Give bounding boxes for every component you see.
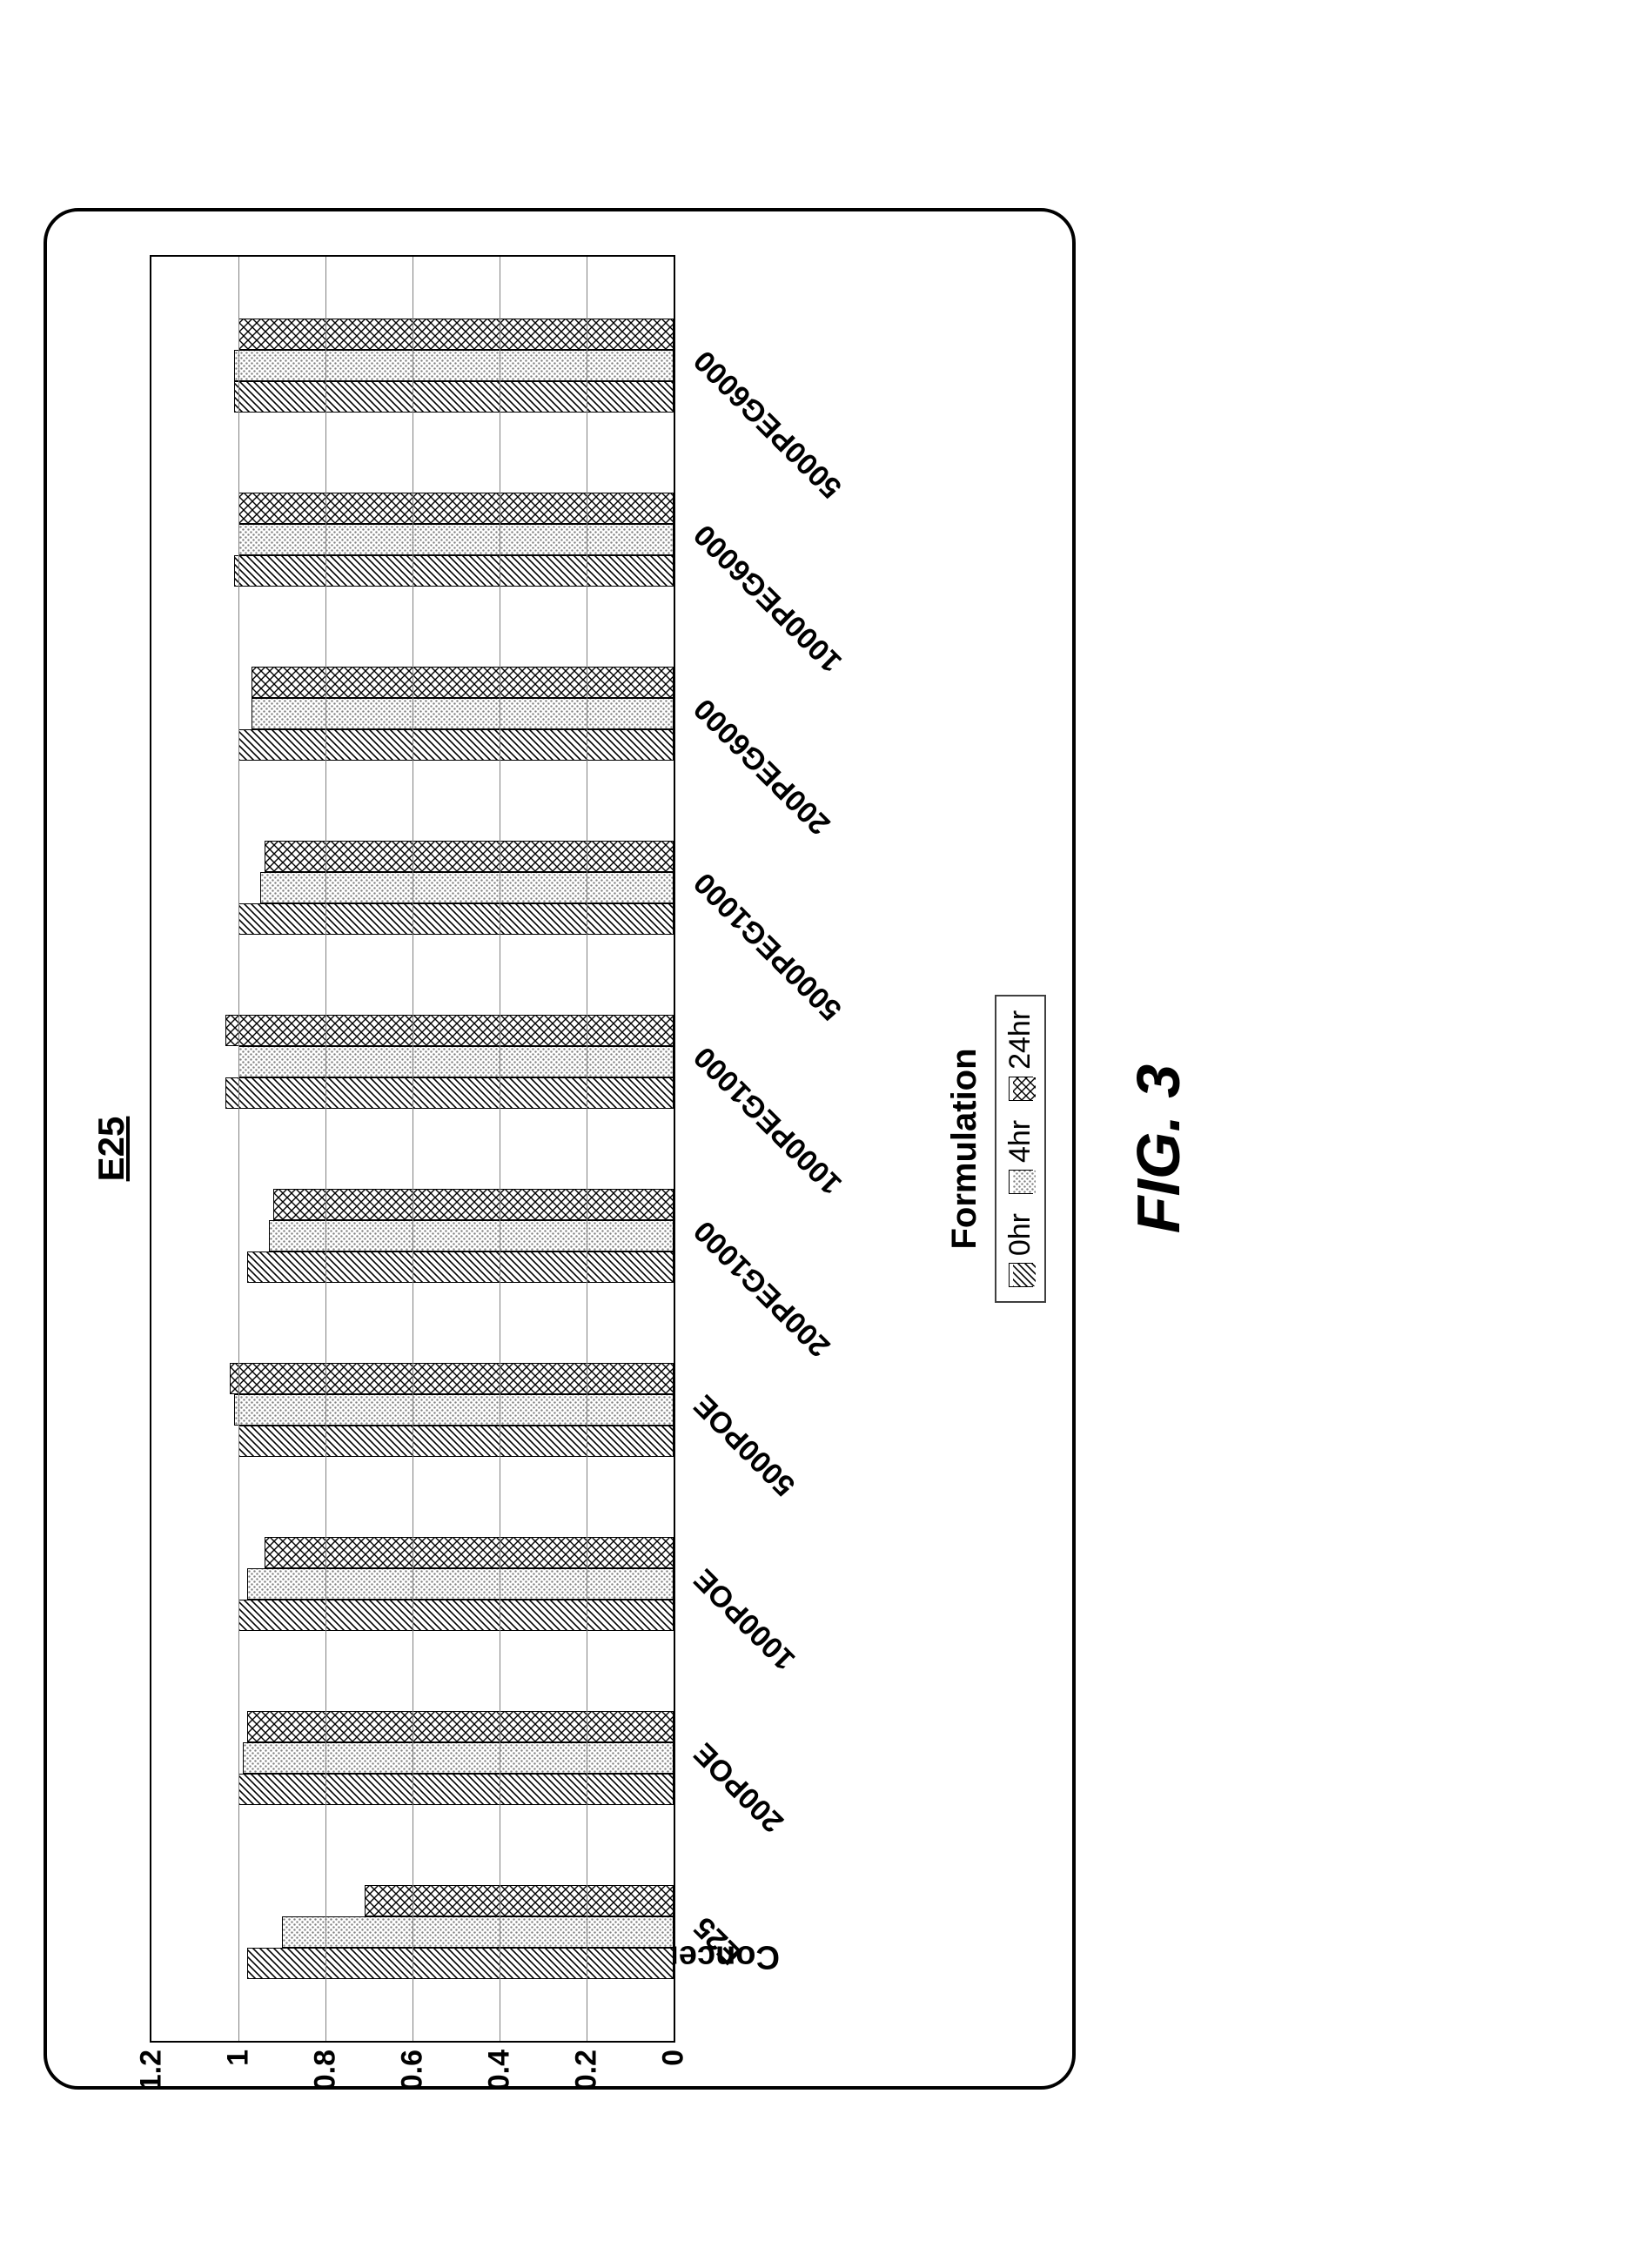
page: E25 Concentration (mg/mL) 00.20.40.60.81… [0, 0, 1637, 2268]
legend-label: 4hr [1003, 1120, 1037, 1163]
bar [238, 903, 674, 935]
bar [234, 350, 674, 381]
y-tick-label: 0.4 [483, 2041, 517, 2090]
bar [234, 1394, 674, 1426]
bar-group [234, 493, 674, 587]
bar [252, 667, 674, 698]
legend-label: 0hr [1003, 1213, 1037, 1256]
bar-group [225, 1015, 674, 1109]
gridline [325, 257, 326, 2041]
y-tick-label: 0.8 [309, 2041, 343, 2090]
legend-swatch [1009, 1077, 1033, 1101]
plot-frame: 00.20.40.60.811.2 [150, 255, 675, 2043]
legend-swatch [1009, 1170, 1033, 1194]
figure-caption: FIG. 3 [1124, 104, 1193, 2193]
bar [365, 1885, 674, 1916]
bar-group [238, 1711, 674, 1805]
y-tick-label: 1 [222, 2041, 256, 2066]
y-tick-label: 1.2 [135, 2041, 169, 2090]
bar-group [238, 841, 674, 935]
x-axis-label: Formulation [945, 255, 984, 2043]
legend-item: 0hr [1003, 1213, 1037, 1287]
x-tick-label: E25 [688, 1909, 748, 1970]
bar [247, 1251, 674, 1283]
bar [234, 555, 674, 587]
y-tick-label: 0 [657, 2041, 691, 2066]
y-tick-label: 0.6 [396, 2041, 430, 2090]
bar-group [234, 319, 674, 413]
legend-item: 4hr [1003, 1120, 1037, 1194]
bar-group [247, 1189, 674, 1283]
bar-group [238, 1537, 674, 1631]
figure-outer-frame: E25 Concentration (mg/mL) 00.20.40.60.81… [44, 208, 1076, 2090]
legend-label: 24hr [1003, 1010, 1037, 1070]
x-tick-label: 5000PEG6000 [688, 343, 849, 504]
bar [238, 493, 674, 524]
bar-group [238, 667, 674, 761]
bar [238, 1046, 674, 1077]
x-tick-label: 200PEG1000 [688, 1213, 837, 1363]
bar [243, 1742, 674, 1774]
x-tick-label: 5000POE [688, 1387, 802, 1502]
x-tick-label: 1000PEG6000 [688, 517, 849, 678]
bar-group [230, 1363, 674, 1457]
x-tick-label: 5000PEG1000 [688, 865, 849, 1026]
bar [252, 698, 674, 729]
bar [247, 1711, 674, 1742]
bar [234, 381, 674, 413]
x-tick-labels: E25200POE1000POE5000POE200PEG10001000PEG… [675, 258, 936, 2043]
bar [238, 319, 674, 350]
bar [247, 1948, 674, 1979]
legend: 0hr 4hr 24hr [995, 995, 1046, 1303]
x-tick-label: 1000PEG1000 [688, 1039, 849, 1200]
bar [225, 1015, 674, 1046]
legend-item: 24hr [1003, 1010, 1037, 1101]
bar [260, 872, 674, 903]
bar [273, 1189, 674, 1220]
x-tick-label: 200POE [688, 1735, 790, 1838]
figure-rotated-wrap: E25 Concentration (mg/mL) 00.20.40.60.81… [44, 104, 1523, 2193]
bar [238, 1600, 674, 1631]
x-tick-label: 200PEG6000 [688, 691, 837, 841]
bar [230, 1363, 674, 1394]
bar-group [247, 1885, 674, 1979]
bar [225, 1077, 674, 1109]
chart-area: Concentration (mg/mL) 00.20.40.60.811.2 … [150, 255, 1046, 2043]
bar [238, 1774, 674, 1805]
bar [269, 1220, 674, 1251]
y-tick-label: 0.2 [570, 2041, 604, 2090]
legend-swatch [1009, 1263, 1033, 1287]
bar [247, 1568, 674, 1600]
bar [238, 1426, 674, 1457]
x-tick-label: 1000POE [688, 1561, 802, 1676]
bar [238, 524, 674, 555]
chart-title: E25 [91, 255, 132, 2043]
bar [238, 729, 674, 761]
bar [282, 1916, 674, 1948]
gridline [238, 257, 239, 2041]
